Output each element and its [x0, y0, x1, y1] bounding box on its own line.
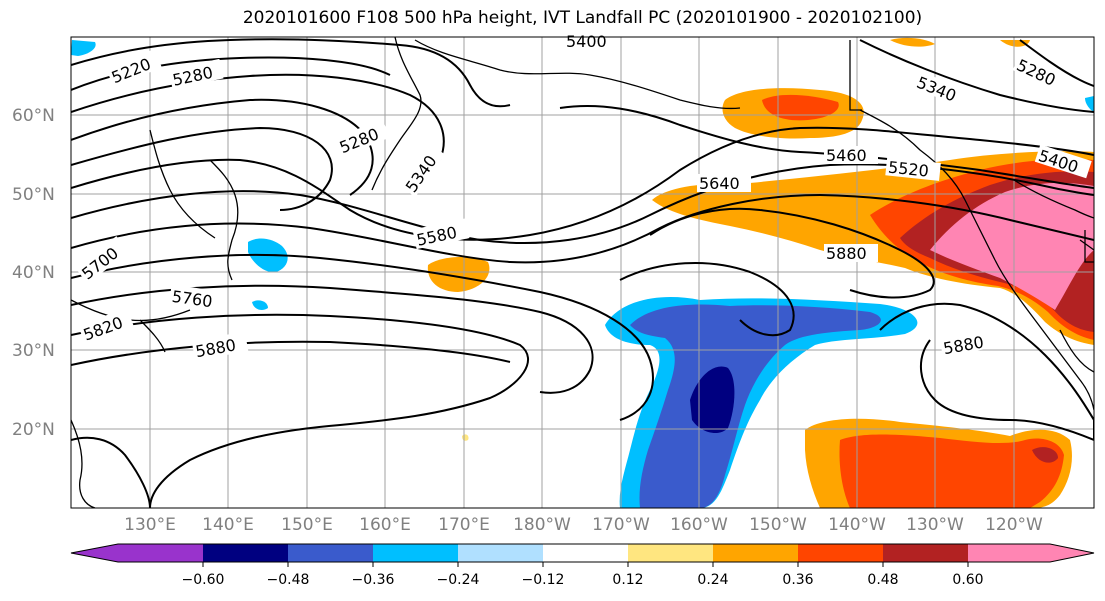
colorbar-segment [71, 544, 203, 562]
lat-label: 30°N [12, 341, 55, 361]
colorbar-tick-label: −0.24 [437, 572, 480, 588]
colorbar-segment [288, 544, 373, 562]
lon-label: 170°E [438, 515, 490, 535]
colorbar-segment [883, 544, 968, 562]
lat-label: 40°N [12, 263, 55, 283]
colorbar-segment [543, 544, 628, 562]
colorbar-segment [458, 544, 543, 562]
longitude-labels: 130°E 140°E 150°E 160°E 170°E 180°W 170°… [124, 515, 1043, 535]
lon-label: 150°W [749, 515, 807, 535]
colorbar-tick-label: 0.60 [952, 572, 983, 588]
lat-label: 20°N [12, 420, 55, 440]
colorbar-segment [628, 544, 713, 562]
contour-label: 5880 [826, 244, 867, 263]
colorbar-tick-label: 0.36 [782, 572, 813, 588]
colorbar-segment [203, 544, 288, 562]
lon-label: 160°E [359, 515, 411, 535]
colorbar-segment [713, 544, 798, 562]
contour-label: 5640 [699, 174, 740, 193]
lon-label: 120°W [985, 515, 1043, 535]
latitude-labels: 60°N 50°N 40°N 30°N 20°N [12, 106, 55, 440]
lat-label: 60°N [12, 106, 55, 126]
colorbar-tick-label: −0.12 [522, 572, 565, 588]
colorbar-segment [798, 544, 883, 562]
figure-title: 2020101600 F108 500 hPa height, IVT Land… [242, 8, 923, 28]
map-frame [70, 36, 1095, 509]
contour-label: 5520 [887, 158, 929, 181]
colorbar-segment [373, 544, 458, 562]
colorbar-tick-label: −0.60 [182, 572, 225, 588]
lon-label: 180°W [513, 515, 571, 535]
map-panel [71, 37, 1094, 508]
lon-label: 170°W [592, 515, 650, 535]
lon-label: 130°E [124, 515, 176, 535]
colorbar-tick-label: 0.12 [612, 572, 643, 588]
colorbar-tick-label: 0.48 [867, 572, 898, 588]
height-contours [71, 38, 1094, 508]
colorbar-tick-label: 0.24 [697, 572, 728, 588]
lon-label: 140°E [202, 515, 254, 535]
lat-label: 50°N [12, 185, 55, 205]
colorbar-tick-label: −0.36 [352, 572, 395, 588]
colorbar: −0.60 −0.48 −0.36 −0.24 −0.12 0.12 0.24 … [70, 543, 1095, 588]
contour-label: 5460 [826, 146, 867, 165]
colorbar-tick-label: −0.48 [267, 572, 310, 588]
lon-label: 130°W [906, 515, 964, 535]
contour-label: 5400 [566, 32, 607, 51]
lon-label: 150°E [281, 515, 333, 535]
lon-label: 160°W [670, 515, 728, 535]
lon-label: 140°W [828, 515, 886, 535]
coastlines [71, 37, 1094, 508]
colorbar-segment [968, 544, 1094, 562]
